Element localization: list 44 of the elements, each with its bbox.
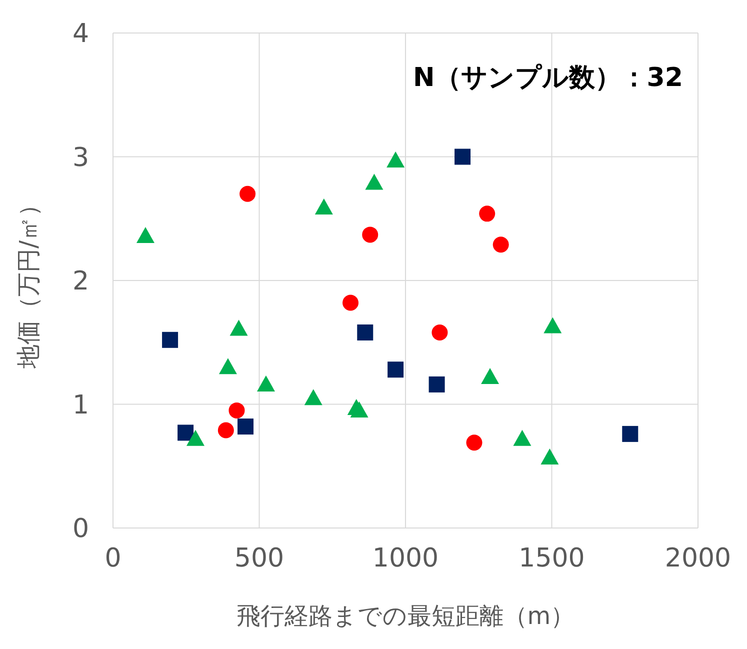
point — [622, 426, 638, 442]
point — [342, 294, 359, 311]
point — [350, 401, 368, 418]
y-tick-label: 3 — [72, 142, 89, 173]
annotation: N（サンプル数）：32 — [413, 62, 683, 95]
point — [466, 434, 482, 451]
point — [513, 430, 532, 446]
point — [481, 368, 500, 384]
point — [136, 226, 154, 243]
point — [218, 358, 237, 374]
point — [240, 186, 256, 202]
point — [256, 375, 275, 392]
point — [362, 226, 378, 243]
x-tick-label: 2000 — [664, 543, 732, 574]
x-axis-title: 飛行経路までの最短距離（m） — [236, 602, 575, 630]
point — [479, 206, 496, 222]
y-tick-label: 2 — [72, 266, 89, 297]
point — [365, 174, 384, 190]
y-axis-title: 地価（万円/㎡） — [14, 192, 43, 370]
x-tick-label: 1500 — [518, 543, 585, 574]
point — [388, 362, 404, 378]
x-tick-label: 500 — [234, 543, 284, 574]
point — [357, 324, 374, 340]
point — [492, 236, 509, 253]
point — [162, 332, 178, 348]
y-tick-label: 0 — [72, 514, 89, 544]
point — [386, 151, 405, 168]
point — [428, 376, 445, 392]
point — [544, 317, 562, 334]
y-tick-label: 4 — [72, 19, 89, 50]
x-tick-label: 0 — [104, 543, 122, 574]
point — [238, 418, 254, 435]
point — [186, 430, 204, 446]
point — [540, 448, 559, 464]
point — [304, 389, 322, 406]
y-tick-label: 1 — [72, 390, 89, 420]
point — [314, 198, 333, 214]
point — [454, 148, 471, 165]
point — [230, 320, 248, 336]
point — [432, 324, 448, 340]
point — [218, 422, 234, 438]
x-tick-label: 1000 — [372, 543, 439, 574]
point — [228, 402, 245, 418]
point — [178, 424, 194, 441]
